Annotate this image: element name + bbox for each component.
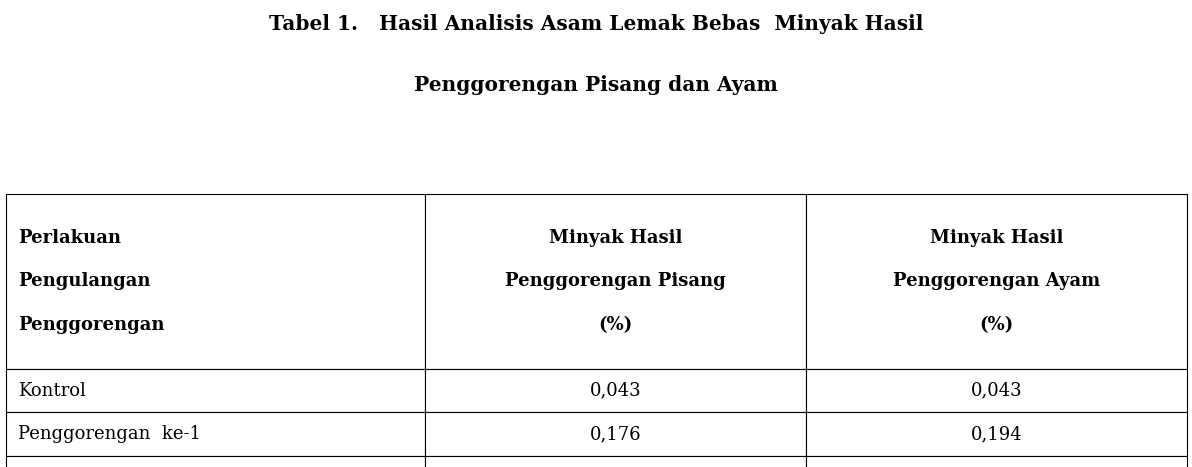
Text: Penggorengan  ke-1: Penggorengan ke-1 bbox=[18, 425, 201, 443]
Bar bbox=[424, 194, 806, 369]
Bar bbox=[6, 194, 424, 369]
Bar bbox=[424, 412, 806, 456]
Text: Minyak Hasil: Minyak Hasil bbox=[548, 228, 682, 247]
Bar bbox=[806, 456, 1187, 467]
Text: (%): (%) bbox=[980, 316, 1013, 334]
Text: Tabel 1.   Hasil Analisis Asam Lemak Bebas  Minyak Hasil: Tabel 1. Hasil Analisis Asam Lemak Bebas… bbox=[269, 14, 923, 34]
Text: Penggorengan Ayam: Penggorengan Ayam bbox=[893, 272, 1100, 290]
Text: Penggorengan Pisang dan Ayam: Penggorengan Pisang dan Ayam bbox=[414, 75, 778, 95]
Text: Kontrol: Kontrol bbox=[18, 382, 86, 400]
Text: 0,043: 0,043 bbox=[590, 382, 641, 400]
Text: 0,043: 0,043 bbox=[970, 382, 1023, 400]
Text: Minyak Hasil: Minyak Hasil bbox=[930, 228, 1063, 247]
Bar bbox=[6, 412, 424, 456]
Bar bbox=[6, 456, 424, 467]
Text: Penggorengan Pisang: Penggorengan Pisang bbox=[505, 272, 726, 290]
Bar bbox=[806, 412, 1187, 456]
Text: 0,176: 0,176 bbox=[590, 425, 641, 443]
Text: Penggorengan: Penggorengan bbox=[18, 316, 164, 334]
Text: Pengulangan: Pengulangan bbox=[18, 272, 150, 290]
Text: 0,194: 0,194 bbox=[970, 425, 1023, 443]
Bar bbox=[806, 194, 1187, 369]
Bar bbox=[806, 369, 1187, 412]
Text: (%): (%) bbox=[598, 316, 633, 334]
Bar bbox=[6, 369, 424, 412]
Bar bbox=[424, 369, 806, 412]
Bar bbox=[424, 456, 806, 467]
Text: Perlakuan: Perlakuan bbox=[18, 228, 120, 247]
